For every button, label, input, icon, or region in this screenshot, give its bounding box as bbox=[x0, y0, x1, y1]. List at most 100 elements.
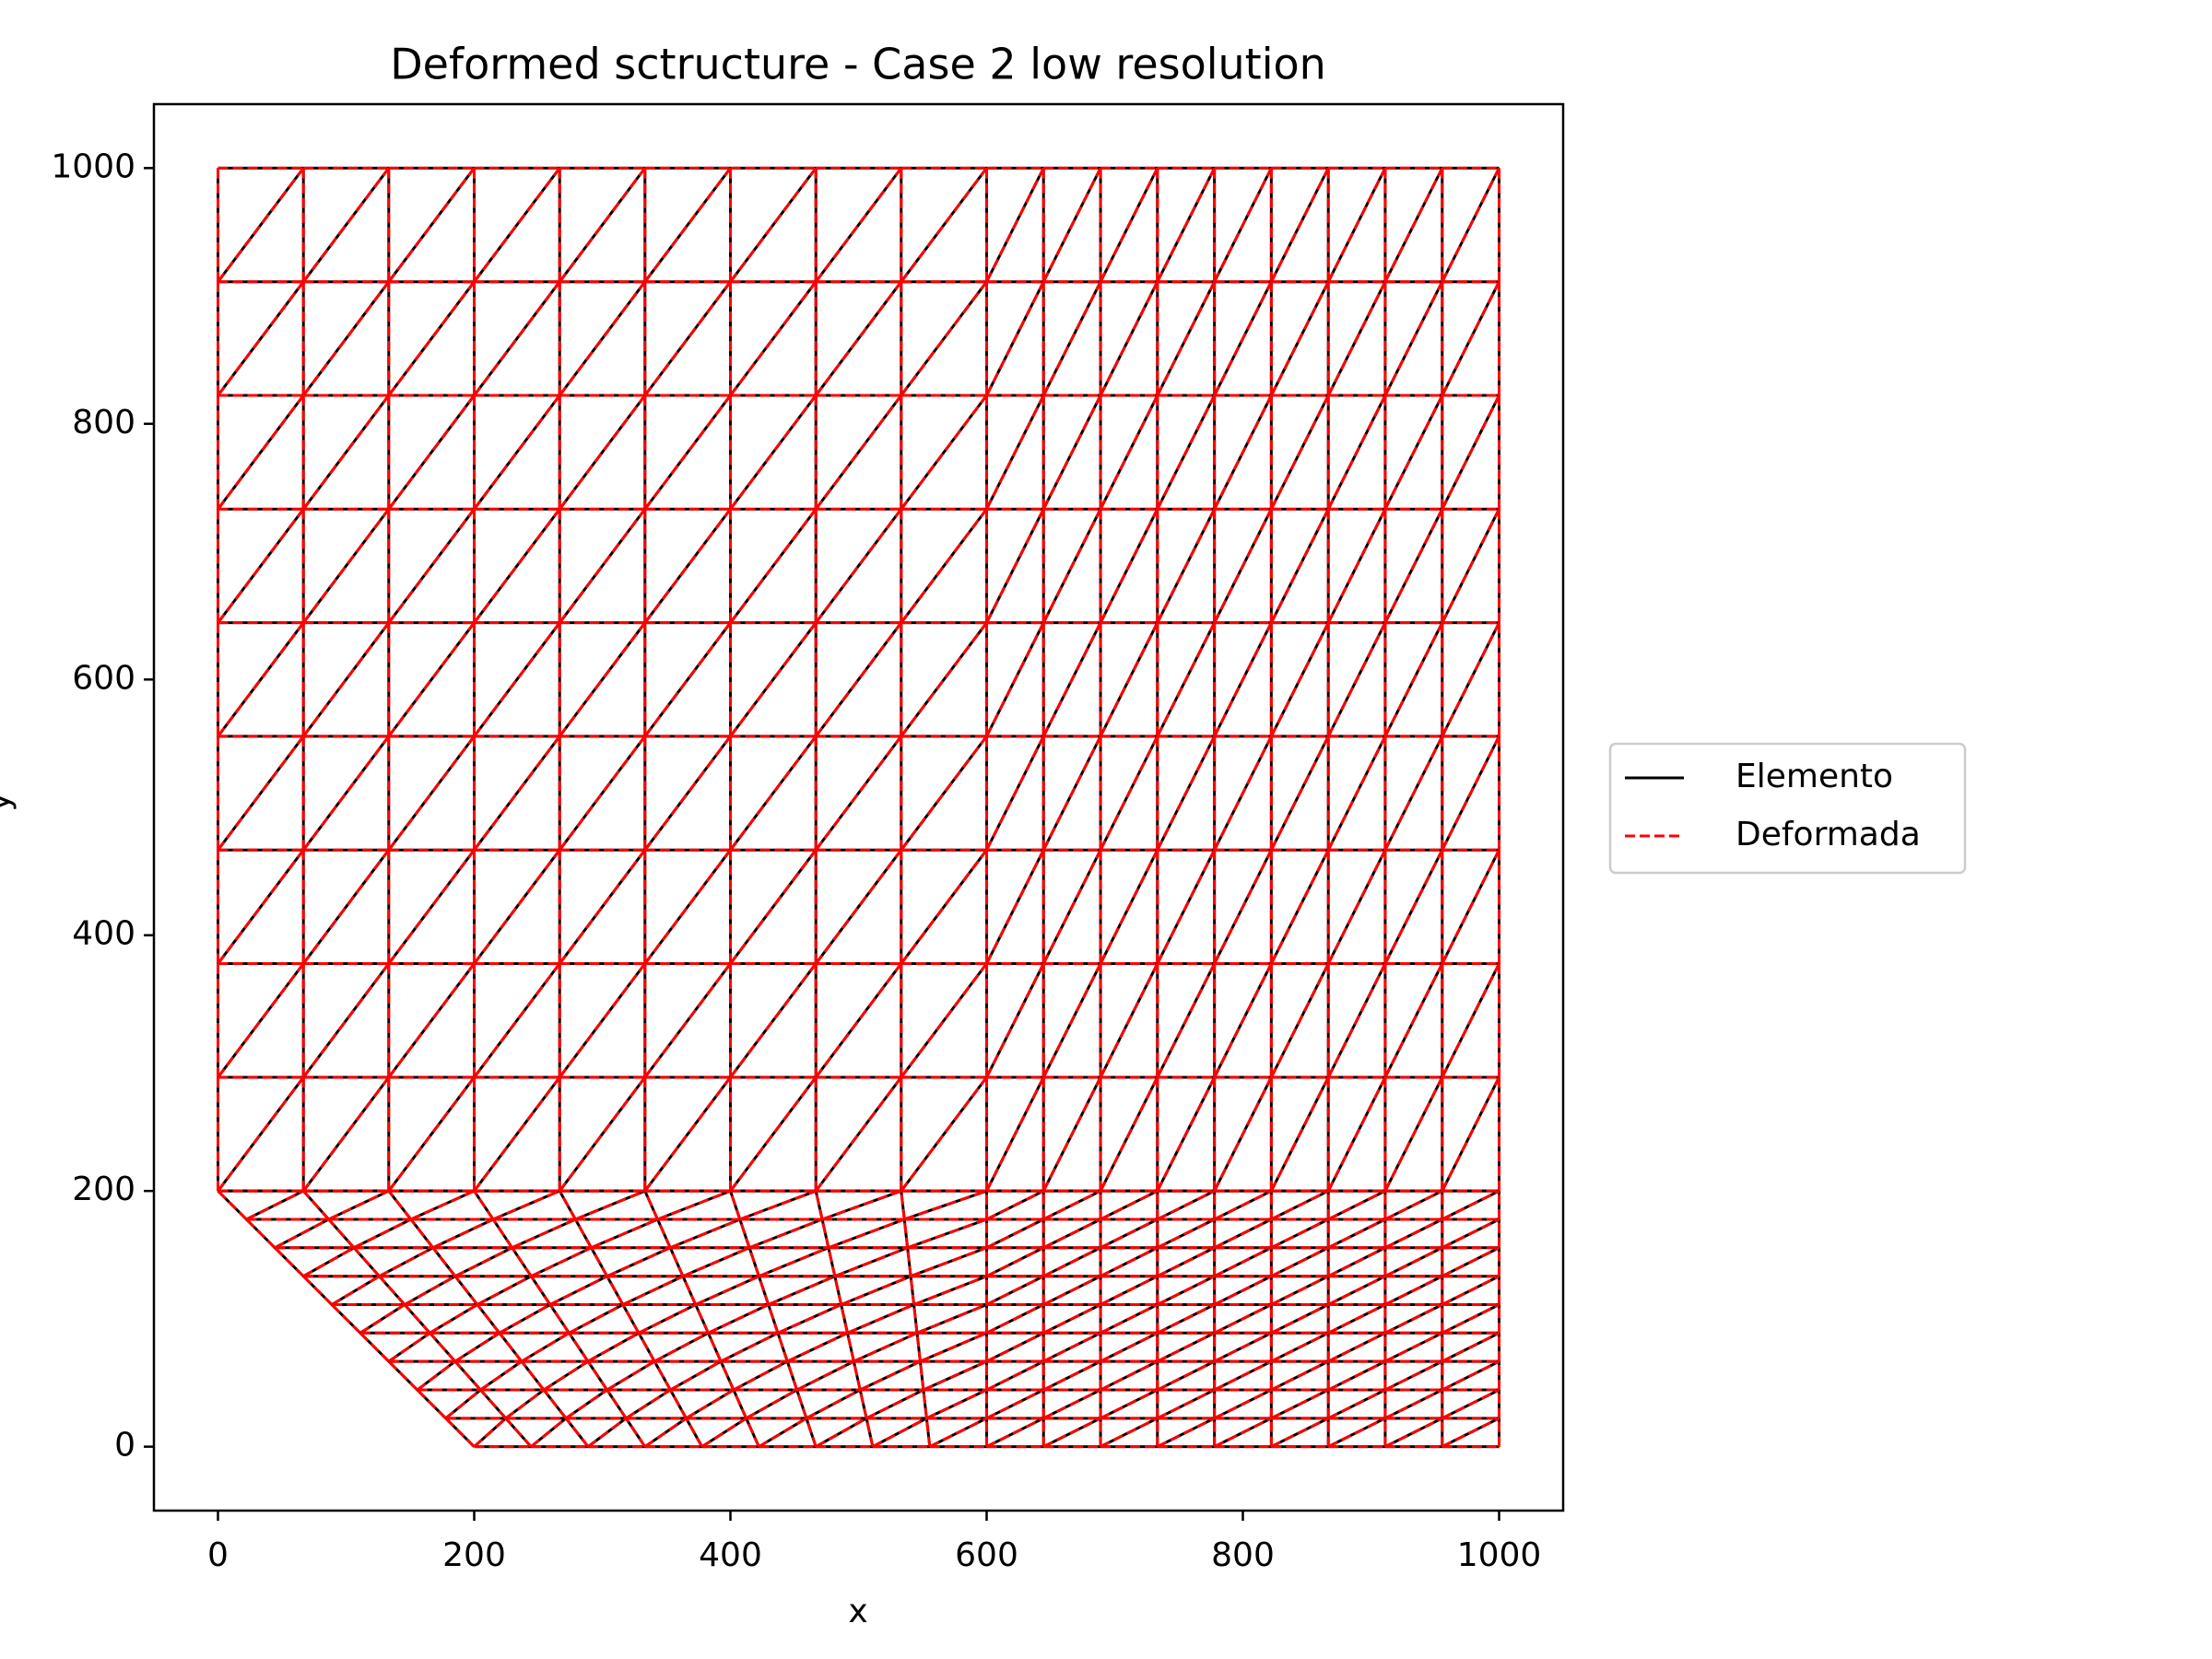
mesh-edge bbox=[729, 1190, 742, 1220]
mesh-edge bbox=[656, 1218, 672, 1249]
mesh-edge bbox=[785, 1360, 799, 1391]
mesh-edge bbox=[499, 1303, 551, 1335]
mesh-edge bbox=[638, 1303, 697, 1335]
mesh-edge bbox=[707, 1303, 770, 1335]
mesh-edge bbox=[1383, 1077, 1444, 1192]
mesh-edge bbox=[606, 1389, 628, 1419]
mesh-edge bbox=[217, 1076, 305, 1193]
mesh-edge bbox=[1042, 1331, 1101, 1363]
mesh-edge bbox=[564, 1417, 590, 1448]
mesh-edge bbox=[827, 1247, 837, 1277]
mesh-edge bbox=[1384, 1388, 1443, 1420]
mesh-edge bbox=[217, 508, 305, 624]
mesh-edge bbox=[685, 1388, 735, 1420]
mesh-edge bbox=[729, 394, 818, 511]
mesh-edge bbox=[719, 1360, 735, 1391]
mesh-edge bbox=[815, 280, 902, 396]
mesh-edge bbox=[1100, 1218, 1159, 1250]
mesh-edge bbox=[985, 962, 1045, 1078]
mesh-edge bbox=[1213, 1303, 1273, 1335]
mesh-edge bbox=[1383, 622, 1444, 737]
mesh-edge bbox=[1213, 1359, 1273, 1392]
mesh-edge bbox=[387, 621, 476, 737]
mesh-edge bbox=[865, 1388, 924, 1420]
mesh-edge bbox=[1100, 1275, 1159, 1306]
mesh-edge bbox=[353, 1218, 412, 1250]
mesh-edge bbox=[805, 1418, 818, 1448]
mesh-edge bbox=[1156, 849, 1216, 965]
mesh-edge bbox=[732, 1389, 748, 1419]
mesh-edge bbox=[559, 735, 646, 852]
mesh-edge bbox=[815, 167, 902, 283]
mesh-edge bbox=[1157, 1417, 1216, 1448]
mesh-edge bbox=[985, 1388, 1044, 1420]
mesh-edge bbox=[302, 1275, 334, 1306]
mesh-edge bbox=[542, 1389, 568, 1419]
mesh-edge bbox=[681, 1276, 698, 1306]
mesh-edge bbox=[473, 1190, 495, 1220]
mesh-edge bbox=[1042, 1218, 1101, 1250]
mesh-edge bbox=[1213, 1077, 1273, 1192]
mesh-edge bbox=[387, 508, 476, 624]
mesh-edge bbox=[695, 1275, 760, 1306]
mesh-edge bbox=[815, 621, 902, 737]
mesh-edge bbox=[903, 1189, 987, 1221]
mesh-edge bbox=[1099, 735, 1159, 851]
mesh-edge bbox=[1270, 735, 1330, 851]
mesh-edge bbox=[606, 1275, 625, 1306]
mesh-edge bbox=[302, 1190, 330, 1220]
mesh-edge bbox=[444, 1417, 476, 1448]
mesh-edge bbox=[416, 1359, 456, 1392]
mesh-edge bbox=[1326, 622, 1387, 737]
mesh-edge bbox=[668, 1247, 685, 1277]
mesh-edge bbox=[929, 1417, 988, 1448]
mesh-edge bbox=[302, 394, 390, 511]
ticks: 0 200 400 600 800 1000 0 200 400 600 800 1000 bbox=[51, 147, 1541, 1574]
mesh-edge bbox=[815, 962, 902, 1078]
mesh-edge bbox=[1156, 622, 1216, 737]
mesh-edge bbox=[473, 167, 561, 283]
mesh-edge bbox=[643, 394, 732, 511]
mesh-edge bbox=[637, 1332, 656, 1362]
mesh-edge bbox=[352, 1246, 381, 1277]
mesh-edge bbox=[669, 1389, 688, 1419]
mesh-edge bbox=[865, 1418, 875, 1447]
mesh-edge bbox=[738, 1218, 751, 1249]
mesh-edge bbox=[707, 1332, 723, 1362]
mesh-edge bbox=[1042, 1417, 1101, 1448]
mesh-edge bbox=[846, 1332, 855, 1362]
mesh-edge bbox=[795, 1389, 808, 1419]
mesh-edge bbox=[530, 1275, 552, 1306]
mesh-edge bbox=[1041, 281, 1102, 396]
mesh-edge bbox=[1041, 735, 1102, 851]
mesh-edge bbox=[302, 508, 390, 624]
mesh-edge bbox=[410, 1189, 476, 1221]
mesh-edge bbox=[820, 1218, 830, 1249]
mesh-edge bbox=[622, 1275, 684, 1306]
mesh-edge bbox=[656, 1189, 732, 1221]
mesh-edge bbox=[1041, 1077, 1102, 1192]
mesh-edge bbox=[729, 735, 818, 852]
mesh-edge bbox=[302, 735, 390, 852]
mesh-edge bbox=[747, 1247, 760, 1277]
mesh-edge bbox=[473, 1417, 507, 1448]
mesh-edge bbox=[729, 280, 818, 396]
mesh-edge bbox=[1270, 1246, 1329, 1278]
mesh-edge bbox=[416, 1388, 447, 1419]
mesh-edge bbox=[473, 508, 561, 624]
mesh-edge bbox=[565, 1388, 608, 1420]
mesh-edge bbox=[1383, 735, 1444, 851]
mesh-edge bbox=[643, 167, 732, 283]
mesh-edge bbox=[729, 1076, 818, 1193]
mesh-edge bbox=[217, 962, 305, 1078]
mesh-edge bbox=[559, 280, 646, 396]
mesh-edge bbox=[815, 735, 902, 852]
mesh-edge bbox=[1383, 962, 1444, 1078]
mesh-edge bbox=[815, 1417, 867, 1448]
mesh-edge bbox=[1042, 1246, 1101, 1278]
mesh-edge bbox=[748, 1218, 823, 1250]
mesh-edge bbox=[590, 1218, 659, 1250]
mesh-edge bbox=[872, 1417, 928, 1448]
mesh-edge bbox=[1100, 1331, 1159, 1363]
